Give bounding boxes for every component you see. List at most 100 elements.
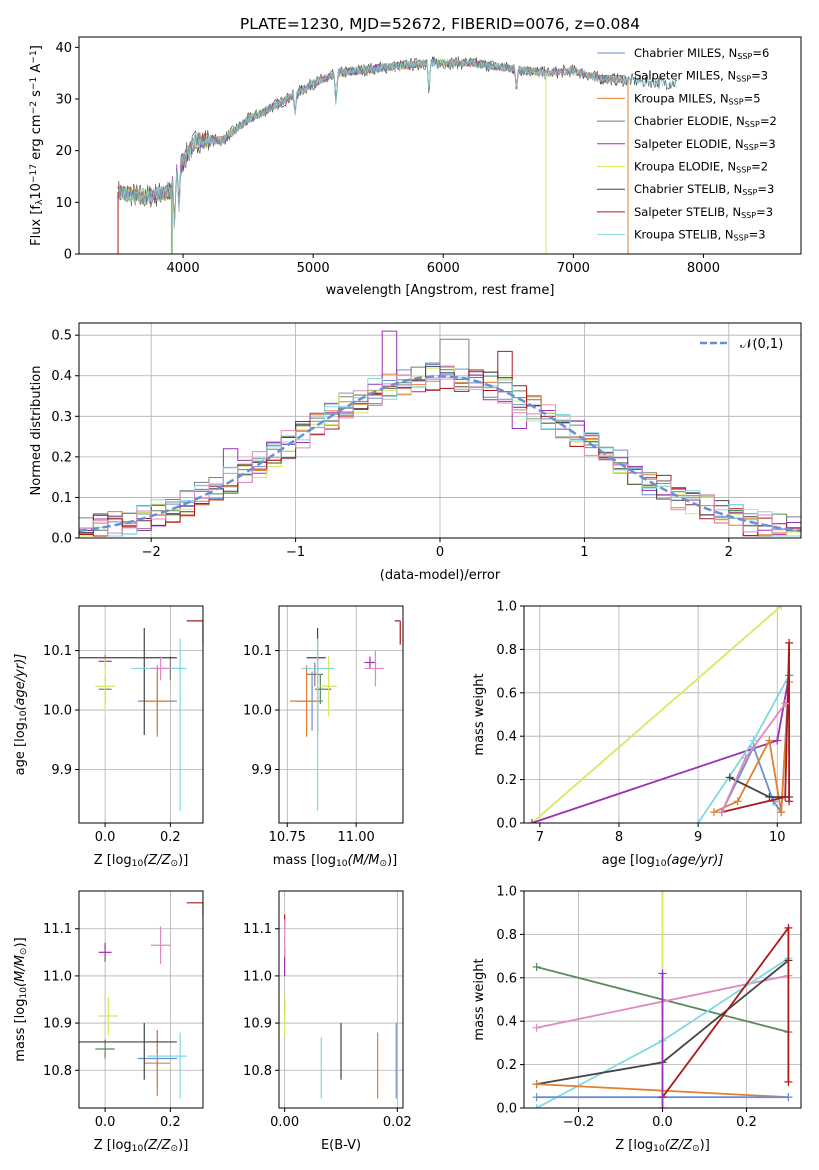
spectrum-kroupa-elodie <box>117 58 547 222</box>
y-tick-label: 9.9 <box>251 763 272 778</box>
label-part: Z [log <box>94 853 132 868</box>
legend-entry: Chabrier MILES, NSSP=6 <box>634 46 769 61</box>
residuals-x-label: (data-model)/error <box>380 568 501 583</box>
x-axis-label: Z [log10(Z/Z⊙)] <box>94 853 189 869</box>
y-tick-label: 0.2 <box>51 450 72 465</box>
label-part: erg cm <box>29 114 44 163</box>
errorbar-chabrier-stelib <box>79 1023 177 1080</box>
label-part: SSP <box>742 188 757 197</box>
plot-area <box>527 606 794 823</box>
x-tick-label: 0.2 <box>160 830 181 845</box>
axes-mass-ebv: 0.00 0.02 10.8 10.9 11.0 11.1 E(B-V) <box>243 890 412 1153</box>
errorbar-pink <box>150 926 171 965</box>
hist-pink <box>79 374 801 538</box>
label-part: 10 <box>19 987 29 999</box>
errorbar-kroupa-miles <box>144 1030 171 1097</box>
plot-area <box>79 330 801 538</box>
errorbar-kroupa-stelib <box>147 1032 187 1099</box>
label-part: Salpeter MILES, N <box>634 69 736 83</box>
label-part: )] <box>178 1138 188 1153</box>
label-part: Flux [f <box>29 205 44 246</box>
label-part: Chabrier MILES, N <box>634 46 737 60</box>
weight-line <box>729 776 790 798</box>
y-tick-label: 10.9 <box>43 1017 72 1032</box>
x-tick-label: 0 <box>436 545 444 560</box>
y-tick-label: 11.0 <box>43 969 72 984</box>
errorbar-pink <box>364 650 384 687</box>
errorbar-kroupa-elodie <box>320 656 337 716</box>
plot-layer: 4000 5000 6000 7000 8000010203040wavelength … <box>13 36 802 1154</box>
label-part: (age/yr)] <box>666 853 723 868</box>
label-part: age [log <box>602 853 655 868</box>
legend-entry: Salpeter MILES, NSSP=3 <box>634 69 768 84</box>
legend-entry: Chabrier ELODIE, NSSP=2 <box>634 114 777 129</box>
x-tick-label: 11.00 <box>338 830 375 845</box>
plot-area <box>532 891 793 1108</box>
x-tick-label: 4000 <box>167 261 200 276</box>
x-axis-label: mass [log10(M/M⊙)] <box>273 853 397 869</box>
label-part: Salpeter ELODIE, N <box>634 137 744 151</box>
weight-line <box>661 925 790 1098</box>
errorbar-kroupa-miles <box>290 665 318 737</box>
label-part: (Z/Z <box>143 853 171 868</box>
gaussian-legend-label: 𝒩(0,1) <box>740 337 783 352</box>
figure-title: PLATE=1230, MJD=52672, FIBERID=0076, z=0… <box>240 15 640 33</box>
label-part: −1 <box>29 50 39 63</box>
label-part: =3 <box>751 69 768 83</box>
y-tick-label: 10.0 <box>43 704 72 719</box>
plot-area <box>284 914 397 1099</box>
axes-spectrum: 4000 5000 6000 7000 8000 0 10 20 30 40 wavelength … <box>29 36 802 298</box>
weight-series-kroupa-elodie <box>527 606 786 823</box>
legend-entry: Salpeter STELIB, NSSP=3 <box>634 205 773 220</box>
x-tick-label: 2 <box>725 545 733 560</box>
label-part: ⊙ <box>379 859 387 869</box>
label-part: SSP <box>736 166 751 175</box>
label-part: =5 <box>744 91 761 105</box>
label-part: =3 <box>756 205 773 219</box>
spectrum-chabrier-stelib <box>117 56 678 216</box>
weight-age-x-label: age [log10(age/yr)] <box>602 853 724 869</box>
label-part: )] <box>13 937 28 947</box>
label-part: SSP <box>734 234 749 243</box>
label-part: )] <box>387 853 397 868</box>
x-tick-label: 9 <box>694 830 702 845</box>
weight-line <box>531 606 782 823</box>
axes-weight-age: 7 8 9 10 0.0 0.2 0.4 0.6 0.8 1.0 mass weight age [l… <box>472 600 802 869</box>
y-tick-label: 0 <box>64 248 72 263</box>
label-part: 10 <box>19 710 29 722</box>
axes-age-Z: 0.0 0.29.910.010.1Z [log10(Z/Z⊙)]age [log… <box>13 605 204 869</box>
label-part: 10 <box>653 1144 665 1154</box>
errorbar-kroupa-miles <box>144 665 171 737</box>
plot-area <box>117 56 678 254</box>
axes-frame <box>523 605 802 824</box>
label-part: Kroupa STELIB, N <box>634 228 734 242</box>
x-tick-label: 0.2 <box>736 1115 757 1130</box>
label-part: SSP <box>729 97 744 106</box>
label-part: Salpeter STELIB, N <box>634 205 741 219</box>
weight-line <box>721 642 790 813</box>
y-tick-label: 0.6 <box>496 686 517 701</box>
x-tick-label: 0.0 <box>95 830 116 845</box>
label-part: A <box>29 64 44 77</box>
weight-series-kroupa-stelib <box>694 671 794 823</box>
errorbar-salpeter-stelib <box>394 620 401 645</box>
label-part: Kroupa ELODIE, N <box>634 160 736 174</box>
y-tick-label: 0.4 <box>51 369 72 384</box>
label-part: =3 <box>757 182 774 196</box>
errorbar-kroupa-elodie <box>95 656 115 716</box>
label-part: ⊙ <box>692 1144 700 1154</box>
x-tick-label: 0.2 <box>160 1115 181 1130</box>
label-part: Z [log <box>94 1138 132 1153</box>
spectrum-y-label: Flux [fλ10−17 erg cm−2 s−1 A−1] <box>29 45 45 246</box>
label-part: SSP <box>736 75 751 84</box>
errorbar-salpeter-stelib <box>186 620 203 645</box>
spectrum-kroupa-stelib <box>117 57 678 230</box>
y-tick-label: 10.8 <box>43 1064 72 1079</box>
y-tick-label: 11.1 <box>43 922 72 937</box>
label-part: 10 <box>29 183 44 200</box>
hist-salpeter-stelib <box>79 350 801 538</box>
label-part: SSP <box>744 143 759 152</box>
x-tick-label: −2 <box>142 545 161 560</box>
label-part: =6 <box>752 46 769 60</box>
